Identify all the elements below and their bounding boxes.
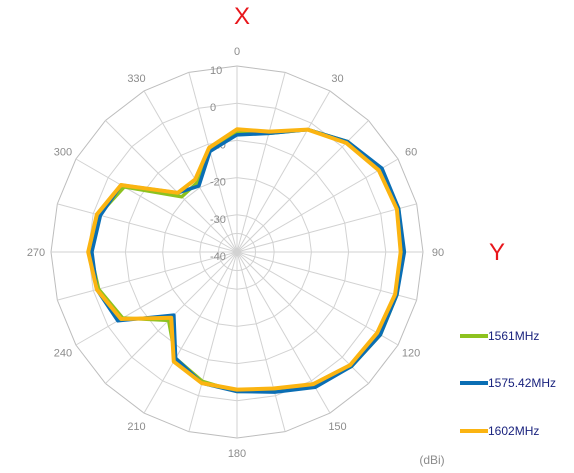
polar-grid [50, 65, 424, 439]
angle-tick-label: 300 [54, 147, 72, 159]
legend-label-1575: 1575.42MHz [488, 376, 556, 390]
legend-item-1561: 1561MHz [460, 329, 539, 343]
grid-spoke [236, 158, 399, 253]
angle-tick-label: 0 [234, 46, 240, 58]
angle-tick-label: 30 [331, 73, 343, 85]
axis-label-y: Y [489, 239, 505, 266]
grid-spoke [236, 120, 369, 253]
legend-label-1561: 1561MHz [488, 329, 539, 343]
grid-spoke [105, 120, 238, 253]
radial-tick-label: -40 [210, 251, 226, 263]
radial-tick-label: 10 [210, 65, 222, 77]
grid-spoke [75, 158, 238, 253]
radial-tick-label: -30 [210, 214, 226, 226]
radial-tick-label: -20 [210, 177, 226, 189]
angle-tick-label: 90 [432, 247, 444, 259]
series-lines [86, 127, 407, 394]
angle-tick-label: 330 [127, 73, 145, 85]
angle-tick-label: 270 [27, 247, 45, 259]
legend: 1561MHz 1575.42MHz 1602MHz [460, 329, 556, 438]
legend-label-1602: 1602MHz [488, 424, 539, 438]
grid-spoke [57, 251, 238, 301]
angle-tick-label: 210 [127, 421, 145, 433]
grid-spoke [188, 72, 238, 253]
grid-spoke [188, 251, 238, 432]
grid-spoke [75, 251, 238, 346]
radial-tick-label: 0 [210, 102, 216, 114]
series-line-1602mhz [86, 127, 403, 392]
grid-spoke [143, 251, 238, 414]
angle-tick-labels: 0 30 60 90 120 150 180 210 240 270 300 330 [27, 46, 444, 460]
angle-tick-label: 60 [405, 147, 417, 159]
unit-label: (dBi) [419, 453, 444, 467]
angle-tick-label: 150 [328, 421, 346, 433]
angle-tick-label: 120 [402, 348, 420, 360]
series-line-1575-42mhz [90, 127, 407, 394]
grid-spoke [236, 90, 331, 253]
grid-spoke [236, 251, 399, 346]
axis-label-x: X [234, 3, 250, 30]
angle-tick-label: 240 [54, 348, 72, 360]
grid-spoke [236, 251, 417, 301]
grid-spoke [236, 251, 286, 432]
grid-spoke [236, 203, 417, 253]
legend-item-1602: 1602MHz [460, 424, 539, 438]
angle-tick-label: 180 [228, 448, 246, 460]
grid-spoke [236, 72, 286, 253]
legend-item-1575: 1575.42MHz [460, 376, 556, 390]
grid-spoke [236, 251, 369, 384]
grid-spoke [143, 90, 238, 253]
grid-spoke [57, 203, 238, 253]
